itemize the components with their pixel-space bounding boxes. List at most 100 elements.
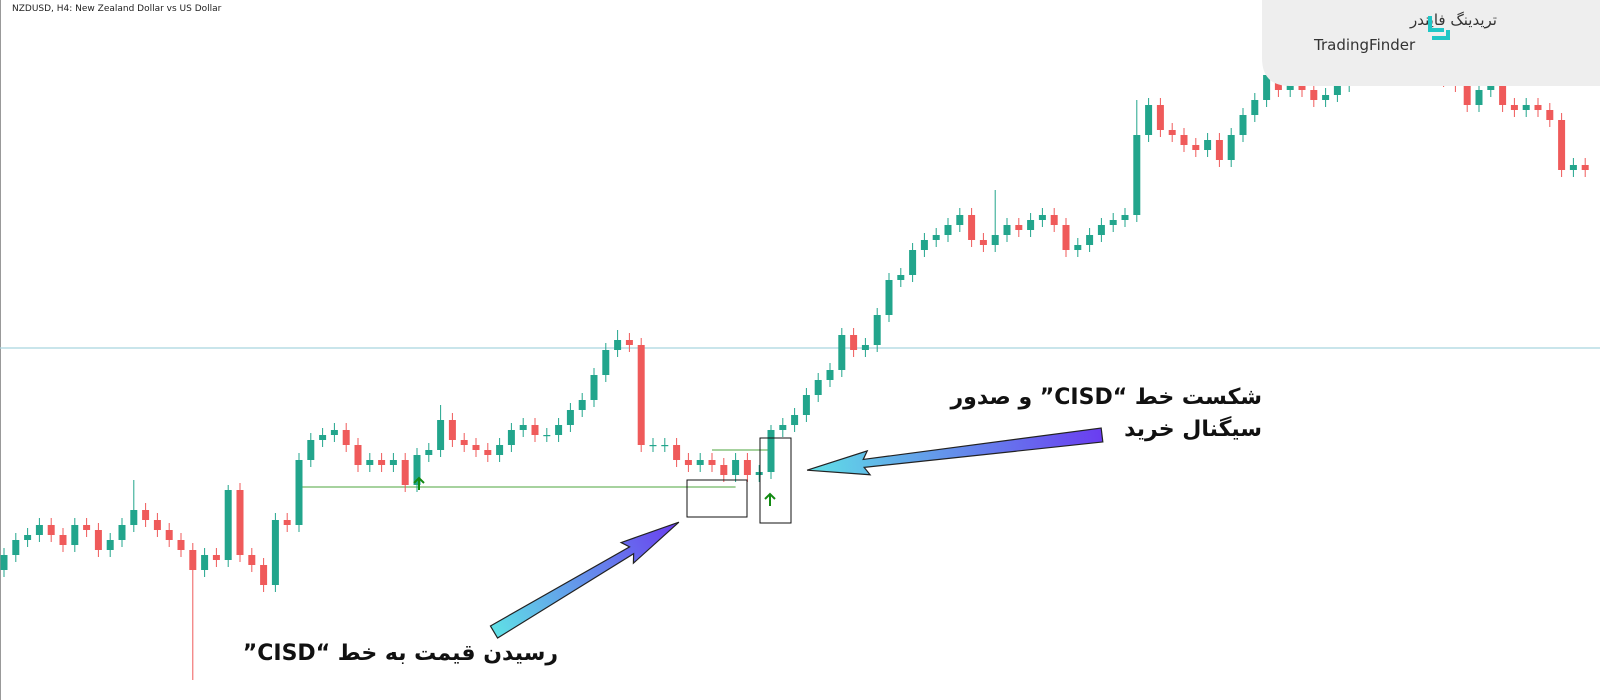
pointer-arrow xyxy=(806,427,1104,476)
candle-body xyxy=(1204,140,1212,150)
candle-body xyxy=(319,435,327,440)
candle-body xyxy=(1333,85,1341,95)
candle-body xyxy=(1263,75,1271,100)
signal-box xyxy=(759,437,792,524)
candle-body xyxy=(35,525,43,535)
candle-body xyxy=(590,375,598,400)
candle-body xyxy=(897,275,905,280)
candle-body xyxy=(201,555,209,570)
candle-body xyxy=(1027,220,1035,230)
logo-icon xyxy=(1428,16,1450,40)
candle-body xyxy=(1145,105,1153,135)
plot-area xyxy=(0,53,1600,680)
candle-body xyxy=(779,425,787,430)
candle-body xyxy=(330,430,338,435)
candle-body xyxy=(413,455,421,485)
candle-body xyxy=(932,235,940,240)
candle-body xyxy=(271,520,279,585)
touch-box xyxy=(686,479,748,518)
candle-body xyxy=(838,335,846,370)
candle-body xyxy=(177,540,185,550)
candle-body xyxy=(212,555,220,560)
candle-body xyxy=(661,445,669,447)
candle-body xyxy=(496,445,504,455)
candle-body xyxy=(189,550,197,570)
candle-body xyxy=(873,315,881,345)
candle-body xyxy=(850,335,858,350)
candle-body xyxy=(1546,110,1554,120)
candle-body xyxy=(1475,90,1483,105)
candle-body xyxy=(1310,90,1318,100)
candle-body xyxy=(1168,130,1176,135)
candle-body xyxy=(484,450,492,455)
candle-body xyxy=(1227,135,1235,160)
candle-body xyxy=(614,340,622,350)
candle-body xyxy=(578,400,586,410)
candle-body xyxy=(531,425,539,435)
candle-body xyxy=(543,435,551,437)
logo-fa: تریدینگ فایندر xyxy=(1409,11,1497,29)
candle-body xyxy=(755,472,763,475)
candle-body xyxy=(944,225,952,235)
candle-body xyxy=(861,345,869,350)
candle-body xyxy=(1097,225,1105,235)
candle-body xyxy=(519,425,527,430)
candle-body xyxy=(1239,115,1247,135)
candle-body xyxy=(1463,85,1471,105)
pointer-arrow xyxy=(489,521,680,639)
candle-body xyxy=(920,240,928,250)
candle-body xyxy=(555,425,563,435)
candle-body xyxy=(1156,105,1164,130)
candle-body xyxy=(1015,225,1023,230)
candle-body xyxy=(814,380,822,395)
candle-body xyxy=(12,540,20,555)
candle-body xyxy=(708,460,716,465)
signal-arrow xyxy=(764,492,776,506)
candle-body xyxy=(448,420,456,440)
annotation: رسیدن قیمت به خط “CISD” xyxy=(243,641,558,666)
candle-body xyxy=(1298,85,1306,90)
chart-title: NZDUSD, H4: New Zealand Dollar vs US Dol… xyxy=(12,4,222,14)
candle-body xyxy=(826,370,834,380)
candle-body xyxy=(1180,135,1188,145)
candle-body xyxy=(649,445,657,447)
candle-body xyxy=(791,415,799,425)
candle-body xyxy=(71,525,79,545)
candle-body xyxy=(165,530,173,540)
candle-body xyxy=(1534,105,1542,110)
candle-body xyxy=(248,555,256,565)
candle-body xyxy=(1003,225,1011,235)
candle-body xyxy=(94,530,102,550)
candle-body xyxy=(24,535,32,540)
candle-body xyxy=(1251,100,1259,115)
candle-body xyxy=(696,460,704,465)
candle-body xyxy=(1286,85,1294,90)
candle-body xyxy=(956,215,964,225)
candle-body xyxy=(602,350,610,375)
candle-body xyxy=(802,395,810,415)
candle-body xyxy=(130,510,138,525)
candle-body xyxy=(909,250,917,275)
candle-body xyxy=(1038,215,1046,220)
candle-body xyxy=(1109,220,1117,225)
candle-body xyxy=(1133,135,1141,215)
candle-body xyxy=(1499,85,1507,105)
candle-body xyxy=(637,345,645,445)
candle-body xyxy=(260,565,268,585)
candle-body xyxy=(507,430,515,445)
candle-body xyxy=(0,555,8,570)
candle-body xyxy=(720,465,728,475)
candle-body xyxy=(732,460,740,475)
candle-body xyxy=(743,460,751,475)
candle-body xyxy=(684,460,692,465)
candle-body xyxy=(389,460,397,465)
candle-body xyxy=(1581,165,1589,170)
candle-body xyxy=(625,340,633,345)
candle-body xyxy=(354,445,362,465)
logo-bg xyxy=(1262,0,1600,86)
candle-body xyxy=(968,215,976,240)
candle-body xyxy=(1569,165,1577,170)
candle-body xyxy=(979,240,987,245)
candle-body xyxy=(142,510,150,520)
